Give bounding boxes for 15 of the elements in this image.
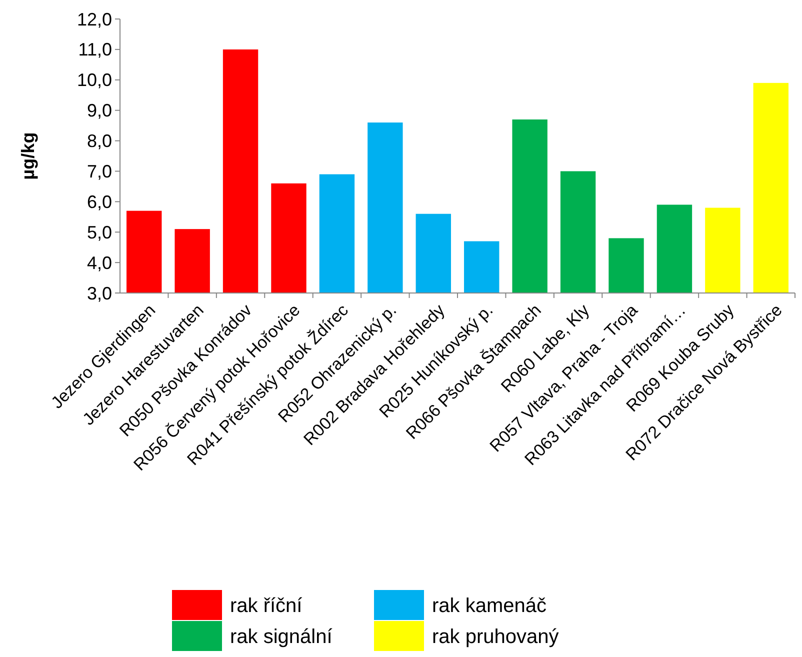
legend-label: rak signální (230, 626, 333, 648)
legend-label: rak kamenáč (432, 595, 546, 617)
y-tick-label: 4,0 (86, 252, 112, 273)
legend-label: rak říční (230, 595, 303, 617)
y-tick-label: 7,0 (86, 162, 112, 182)
y-tick-label: 5,0 (86, 222, 112, 242)
y-tick-label: 3,0 (86, 283, 112, 304)
y-tick-label: 10,0 (76, 70, 112, 90)
y-axis-title: µg/kg (18, 132, 38, 180)
y-tick-label: 11,0 (78, 40, 112, 60)
y-tick-label: 12,0 (76, 9, 112, 30)
y-tick-label: 8,0 (86, 131, 112, 152)
y-tick-label: 6,0 (86, 192, 112, 212)
legend-label: rak pruhovaný (432, 626, 559, 648)
y-tick-label: 9,0 (86, 100, 112, 121)
